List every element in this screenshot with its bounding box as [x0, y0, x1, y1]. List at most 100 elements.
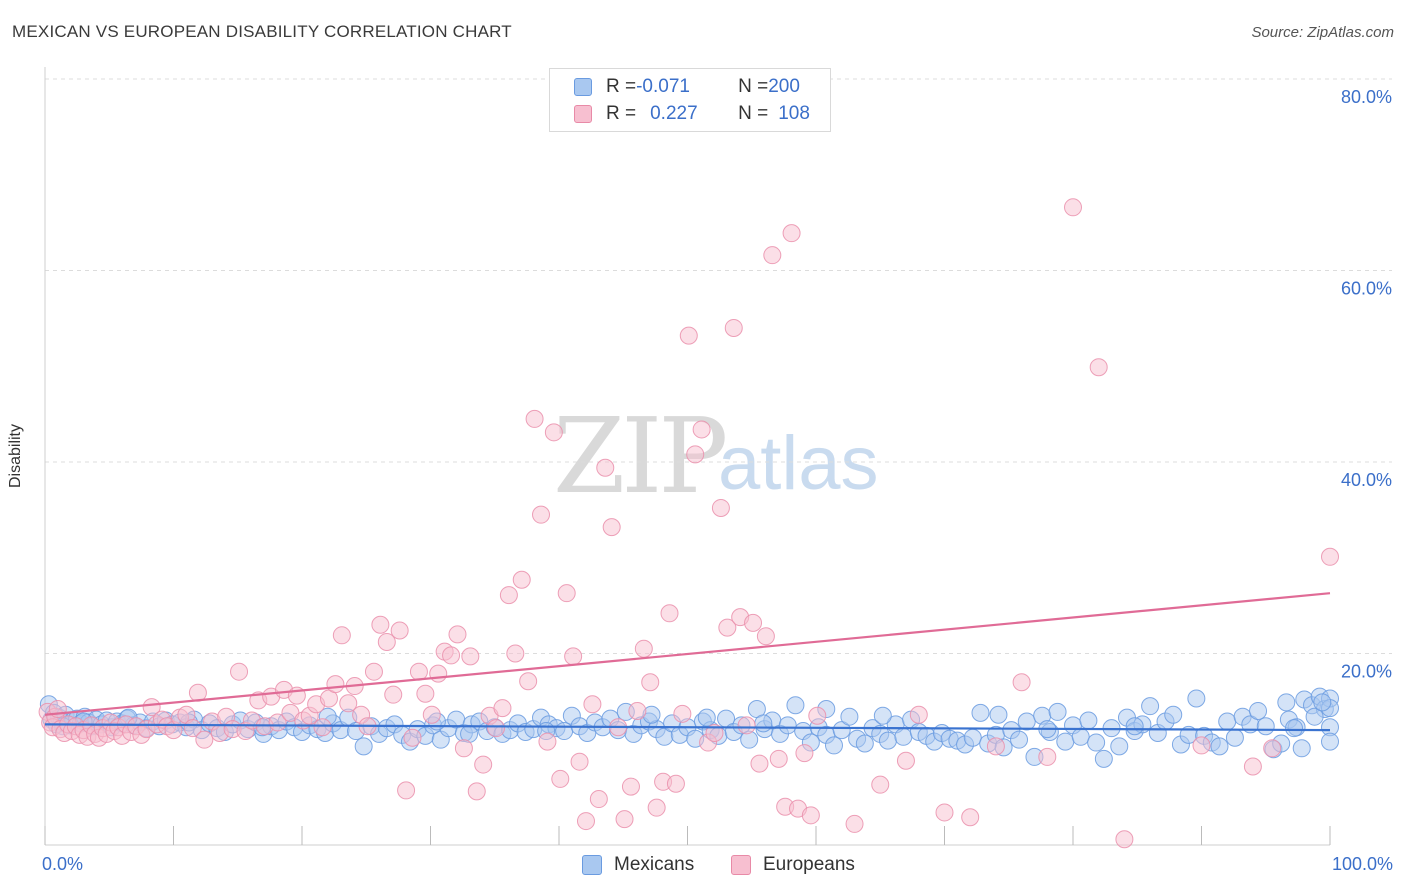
x-tick-label: 100.0% — [1332, 854, 1393, 874]
european-point — [795, 744, 814, 763]
n-value: 108 — [778, 103, 810, 124]
european-point — [737, 716, 756, 735]
mexican-point — [354, 737, 373, 756]
european-point — [641, 673, 660, 692]
y-tick-label: 60.0% — [1341, 279, 1392, 299]
european-point — [961, 808, 980, 827]
european-point — [416, 684, 435, 703]
european-point — [589, 790, 608, 809]
mexican-point — [894, 727, 913, 746]
x-tick-label: 0.0% — [42, 854, 83, 874]
european-point — [602, 518, 621, 537]
european-point — [454, 739, 473, 758]
legend-row-europeans: R = 0.227 N = 108 — [574, 101, 810, 127]
european-point — [1064, 198, 1082, 217]
european-point — [461, 647, 480, 666]
european-point — [711, 498, 730, 517]
european-point — [409, 662, 428, 681]
european-point — [801, 806, 820, 825]
legend-item-mexicans: Mexicans — [582, 851, 694, 879]
european-point — [705, 723, 724, 742]
european-point — [429, 664, 448, 683]
mexican-point — [971, 703, 990, 722]
mexican-point — [1017, 712, 1036, 731]
mexicans-swatch — [574, 78, 592, 96]
european-point — [403, 728, 422, 747]
european-point — [744, 613, 763, 632]
mexicans-trend-line — [44, 723, 1331, 732]
european-point — [986, 737, 1005, 756]
mexican-point — [778, 716, 797, 735]
mexican-point — [1292, 739, 1311, 758]
european-point — [397, 781, 416, 800]
mexican-point — [697, 708, 716, 727]
european-point — [1115, 830, 1134, 849]
european-point — [1012, 673, 1031, 692]
r-value: 0.227 — [650, 103, 698, 124]
european-point — [364, 662, 383, 681]
european-point — [615, 810, 634, 829]
mexican-point — [824, 736, 843, 755]
european-point — [871, 775, 890, 794]
european-point — [570, 752, 589, 771]
european-point — [544, 423, 563, 442]
mexican-point — [878, 731, 897, 750]
mexican-point — [1010, 730, 1029, 749]
n-label: N = — [738, 76, 769, 97]
y-tick-label: 40.0% — [1341, 470, 1392, 490]
mexican-point — [754, 714, 773, 733]
european-point — [634, 639, 653, 658]
mexican-point — [1305, 707, 1324, 726]
european-point — [1038, 747, 1057, 766]
european-point — [195, 730, 214, 749]
european-point — [583, 695, 602, 714]
european-point — [1089, 358, 1108, 377]
y-tick-label: 80.0% — [1341, 87, 1392, 107]
mexicans-legend-swatch — [582, 855, 602, 875]
european-point — [390, 621, 409, 640]
mexicans-legend-label: Mexicans — [614, 854, 695, 875]
european-point — [371, 615, 390, 634]
european-point — [487, 719, 506, 738]
european-point — [474, 755, 493, 774]
source-label: Source: ZipAtlas.com — [1251, 24, 1394, 41]
mexican-point — [1087, 733, 1106, 752]
european-point — [493, 699, 512, 718]
mexican-point — [1321, 732, 1339, 751]
mexican-point — [1313, 693, 1332, 712]
european-point — [538, 732, 557, 751]
r-label: R = — [606, 103, 637, 124]
europeans-trend-line — [44, 592, 1331, 716]
mexican-point — [963, 728, 982, 747]
european-point — [686, 445, 705, 464]
mexican-point — [1056, 732, 1075, 751]
mexican-point — [1079, 711, 1098, 730]
european-point — [377, 633, 396, 652]
european-point — [782, 224, 801, 243]
european-point — [1321, 547, 1339, 566]
mexican-point — [786, 696, 805, 715]
european-point — [673, 704, 692, 723]
european-point — [621, 777, 640, 796]
mexican-point — [1048, 702, 1067, 721]
mexican-point — [1249, 701, 1268, 720]
european-point — [909, 705, 928, 724]
europeans-legend-swatch — [731, 855, 751, 875]
european-point — [718, 618, 737, 637]
mexican-point — [1164, 705, 1183, 724]
european-point — [750, 754, 769, 773]
mexican-point — [1071, 727, 1090, 746]
european-point — [422, 705, 441, 724]
chart-title: MEXICAN VS EUROPEAN DISABILITY CORRELATI… — [12, 22, 512, 41]
european-point — [628, 701, 647, 720]
mexican-point — [855, 734, 874, 753]
watermark-atlas: atlas — [718, 421, 879, 506]
n-value: 200 — [768, 76, 800, 97]
mexican-point — [1225, 728, 1244, 747]
european-point — [230, 662, 249, 681]
european-point — [845, 814, 864, 833]
european-point — [564, 647, 583, 666]
europeans-swatch — [574, 105, 592, 123]
european-point — [506, 644, 525, 663]
